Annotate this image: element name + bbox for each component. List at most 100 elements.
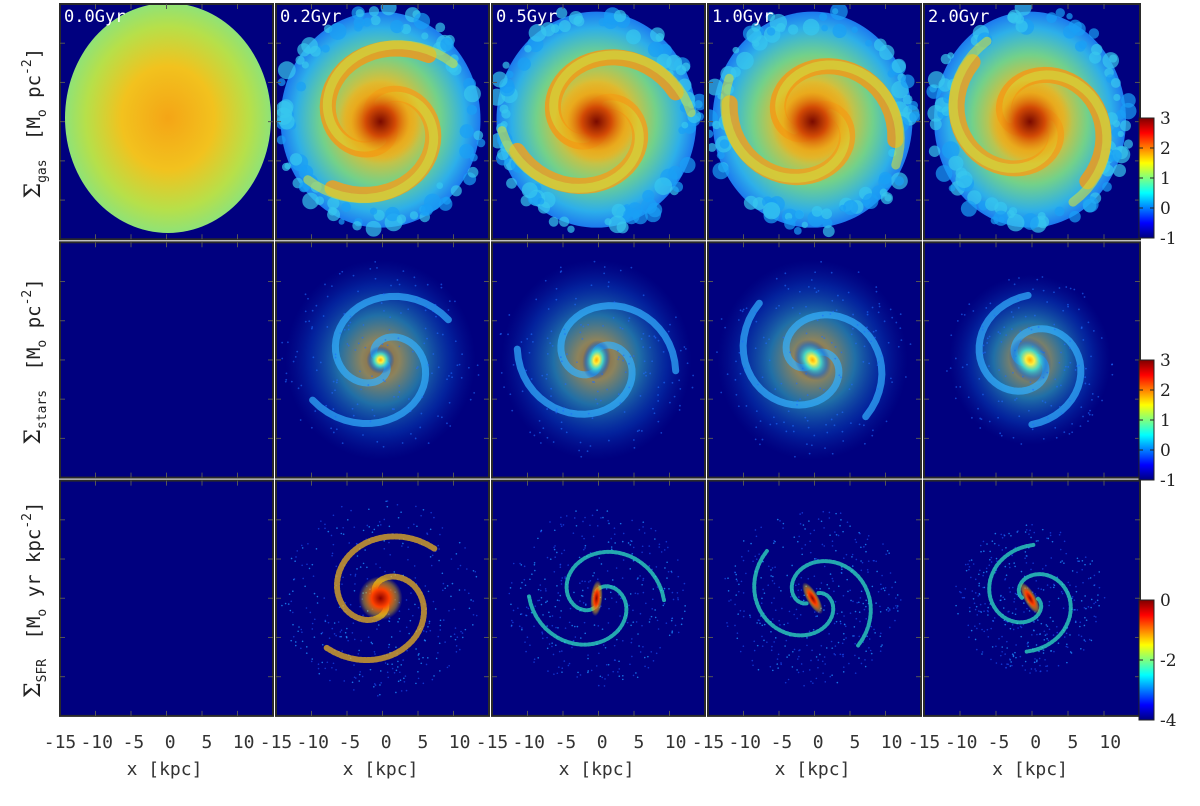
svg-text:Σstars [Mo pc-2]: Σstars [Mo pc-2] [20, 278, 50, 444]
sfr-core [1019, 582, 1041, 615]
time-label: 0.2Gyr [280, 7, 341, 27]
x-axis-col0: -15 -10 -5 0 5 10 x [kpc] [44, 732, 255, 780]
x-tick-label: 5 [417, 732, 428, 753]
x-tick-label: -10 [80, 732, 113, 753]
colorbar-tick-label: -1 [1160, 229, 1177, 249]
colorbar-tick-label: -4 [1160, 711, 1177, 731]
x-tick-label: -15 [44, 732, 77, 753]
colorbar-tick-label: 0 [1160, 441, 1171, 461]
panel-r0-c3: 1.0Gyr [707, 3, 922, 241]
time-label: 1.0Gyr [712, 7, 773, 27]
panel-grid: 0.0Gyr 0.2Gyr 0.5Gyr 1.0Gyr 2.0Gyr [59, 3, 1141, 717]
panel-r1-c3 [707, 241, 922, 479]
y-label-symbol: Σ [21, 682, 46, 698]
panel-r2-c3 [707, 479, 922, 717]
x-tick-label: 10 [1099, 732, 1121, 753]
x-axis-label: x [kpc] [559, 759, 635, 780]
y-label-subscript: gas [35, 159, 50, 182]
colorbars: 3 2 1 0 -1 3 2 1 0 -1 0 -2 -4 [1138, 109, 1177, 731]
sfr-core [590, 580, 603, 617]
gas-core [770, 79, 855, 164]
x-tick-label: 5 [201, 732, 212, 753]
stellar-spiral-arm [557, 302, 680, 379]
x-tick-label: 0 [381, 732, 392, 753]
stellar-bulge [1008, 337, 1052, 383]
colorbar-tick-label: 2 [1160, 139, 1171, 159]
colorbar-SFR: 0 -2 -4 [1138, 591, 1177, 731]
y-label-units: [M [23, 617, 45, 651]
y-label-exponent: -2 [20, 59, 35, 75]
svg-text:Σgas [Mo pc-2]: Σgas [Mo pc-2] [20, 48, 50, 199]
x-axis-label: x [kpc] [127, 759, 203, 780]
stellar-spiral-arm [331, 292, 452, 387]
y-label-subscript: SFR [35, 659, 50, 683]
x-tick-label: 0 [597, 732, 608, 753]
sfr-spiral-arm [789, 559, 873, 648]
panel-r0-c2: 0.5Gyr [491, 3, 706, 241]
gas-core [554, 79, 639, 164]
sfr-spiral-arm [987, 542, 1044, 625]
panel-r0-c1: 0.2Gyr [275, 3, 490, 241]
x-axis-label: x [kpc] [343, 759, 419, 780]
stellar-bulge [366, 345, 395, 374]
panel-background [60, 480, 273, 716]
x-axis-col2: -15 -10 -5 0 5 10 x [kpc] [476, 732, 687, 780]
y-label-stars: Σstars [Mo pc-2] [20, 278, 50, 444]
stellar-bulge [793, 339, 832, 381]
panel-r2-c1 [275, 479, 490, 717]
y-label-SFR: ΣSFR [Mo yr kpc-2] [20, 502, 50, 698]
y-label-units-subscript: o [35, 109, 50, 117]
y-label-units-subscript: o [35, 340, 50, 348]
y-label-exponent: -2 [20, 513, 35, 529]
x-tick-label: 0 [165, 732, 176, 753]
y-label-symbol: Σ [21, 429, 46, 445]
x-axis-col3: -15 -10 -5 0 5 10 x [kpc] [692, 732, 903, 780]
x-tick-label: -15 [476, 732, 509, 753]
stellar-bulge [582, 340, 611, 380]
stellar-spiral-arm [739, 299, 843, 409]
stellar-spiral-arm [513, 341, 636, 418]
y-label-subscript: stars [35, 390, 50, 429]
x-axis-col1: -15 -10 -5 0 5 10 x [kpc] [260, 732, 471, 780]
x-tick-label: 10 [449, 732, 471, 753]
x-tick-label: 10 [665, 732, 687, 753]
x-tick-label: 5 [849, 732, 860, 753]
panel-r2-c2 [491, 479, 706, 717]
colorbar-tick-label: 0 [1160, 591, 1171, 611]
x-tick-label: -10 [728, 732, 761, 753]
colorbar-tick-label: 1 [1160, 411, 1171, 431]
sfr-spiral-arm [1016, 572, 1073, 654]
y-label-close: ] [23, 278, 45, 289]
sfr-spiral-arm [752, 549, 836, 638]
x-tick-label: 10 [233, 732, 255, 753]
initial-gas-disk [65, 4, 271, 233]
panel-r1-c0 [59, 241, 274, 479]
x-axis-label: x [kpc] [775, 759, 851, 780]
time-label: 0.5Gyr [496, 7, 557, 27]
x-tick-label: -15 [908, 732, 941, 753]
y-label-units: [M [23, 348, 45, 382]
y-label-close: ] [23, 48, 45, 59]
y-label-units-rest: pc [23, 305, 45, 339]
sfr-core [358, 576, 403, 621]
x-tick-label: -10 [296, 732, 329, 753]
colorbar-tick-label: 3 [1160, 351, 1171, 371]
colorbar-tick-label: 3 [1160, 109, 1171, 129]
sfr-core [802, 582, 823, 615]
gas-core [338, 79, 423, 164]
panel-r0-c4: 2.0Gyr [923, 3, 1141, 241]
panel-r1-c2 [491, 241, 706, 479]
y-label-units: [M [23, 117, 45, 151]
x-tick-label: -10 [512, 732, 545, 753]
sfr-spiral-arm [564, 549, 666, 613]
x-tick-label: -5 [555, 732, 577, 753]
panel-r2-c4 [923, 479, 1141, 717]
colorbar-stars: 3 2 1 0 -1 [1138, 351, 1177, 491]
x-tick-label: -15 [692, 732, 725, 753]
x-tick-label: 5 [633, 732, 644, 753]
x-tick-label: -5 [988, 732, 1010, 753]
y-label-close: ] [23, 502, 45, 513]
y-label-symbol: Σ [21, 183, 46, 199]
x-tick-label: 5 [1068, 732, 1079, 753]
